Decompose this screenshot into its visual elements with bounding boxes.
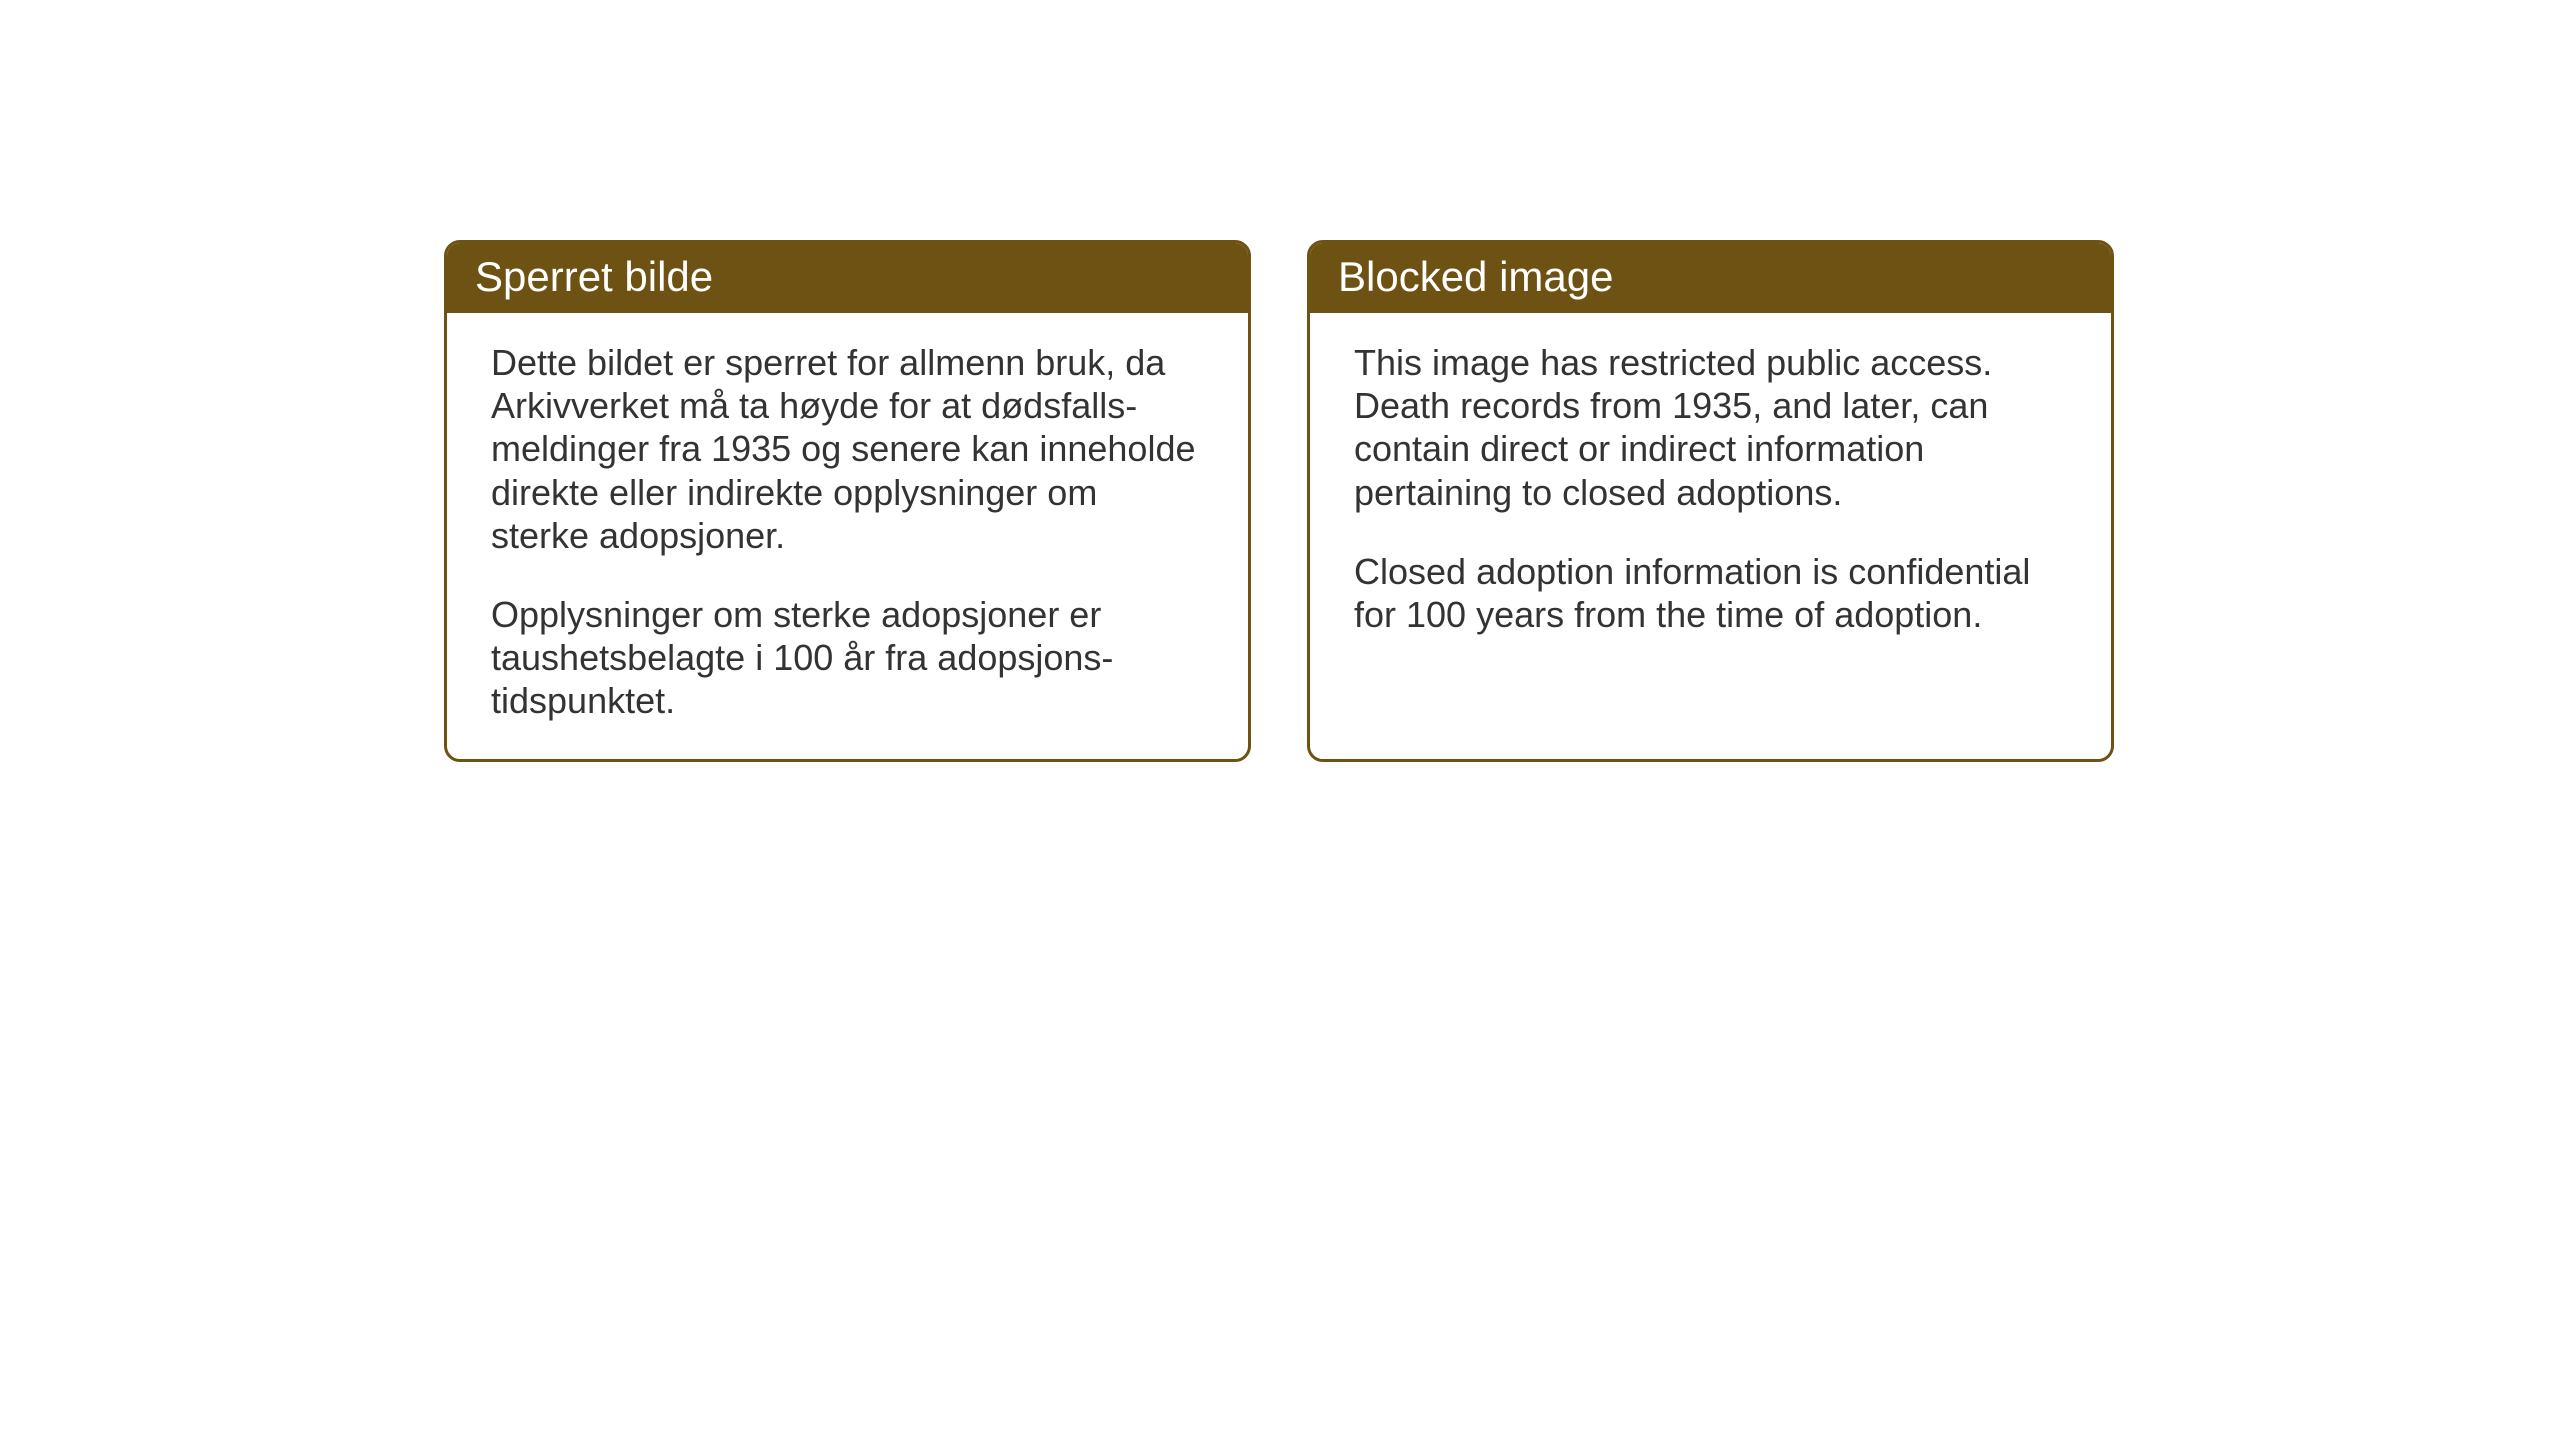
card-header-english: Blocked image bbox=[1310, 243, 2111, 313]
card-paragraph-2-english: Closed adoption information is confident… bbox=[1354, 550, 2067, 636]
card-body-english: This image has restricted public access.… bbox=[1310, 313, 2111, 716]
card-title-norwegian: Sperret bilde bbox=[475, 253, 713, 300]
notice-card-norwegian: Sperret bilde Dette bildet er sperret fo… bbox=[444, 240, 1251, 762]
card-paragraph-1-norwegian: Dette bildet er sperret for allmenn bruk… bbox=[491, 341, 1204, 557]
card-paragraph-2-norwegian: Opplysninger om sterke adopsjoner er tau… bbox=[491, 593, 1204, 723]
notice-container: Sperret bilde Dette bildet er sperret fo… bbox=[444, 240, 2114, 762]
card-body-norwegian: Dette bildet er sperret for allmenn bruk… bbox=[447, 313, 1248, 759]
card-header-norwegian: Sperret bilde bbox=[447, 243, 1248, 313]
card-title-english: Blocked image bbox=[1338, 253, 1613, 300]
card-paragraph-1-english: This image has restricted public access.… bbox=[1354, 341, 2067, 514]
notice-card-english: Blocked image This image has restricted … bbox=[1307, 240, 2114, 762]
